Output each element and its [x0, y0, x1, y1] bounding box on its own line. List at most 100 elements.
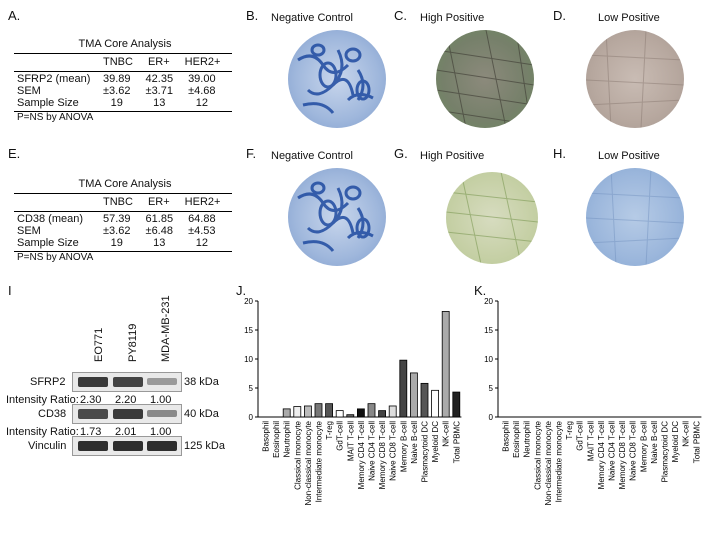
- table-cell: SFRP2 (mean): [17, 73, 91, 85]
- table-cell: 12: [195, 97, 208, 109]
- table-cell: 64.88: [188, 213, 216, 225]
- y-tick-label: 10: [484, 355, 493, 364]
- table-row: CD38 (mean) 57.39 61.85 64.88: [14, 213, 219, 225]
- blot-strip-sfrp2: [72, 372, 182, 392]
- blot-size-sfrp2: 38 kDa: [184, 376, 219, 388]
- image-title-b: Negative Control: [271, 12, 353, 24]
- table-cell: 13: [153, 237, 166, 249]
- x-tick-label: Naive CD4 T-cell: [368, 421, 377, 481]
- image-title-h: Low Positive: [598, 150, 660, 162]
- table-cell: Sample Size: [17, 97, 79, 109]
- y-tick-label: 10: [244, 355, 253, 364]
- intensity-ratio-value: 2.01: [115, 426, 137, 438]
- table-row: SFRP2 (mean) 39.89 42.35 39.00: [14, 73, 219, 85]
- bar: [409, 372, 418, 418]
- panel-label-f: F.: [246, 146, 257, 161]
- bar: [388, 405, 397, 418]
- y-tick-label: 0: [489, 413, 494, 422]
- x-tick-label: Basophil: [502, 421, 511, 452]
- chart-k: 0 5 10 15 20 Basophil Eosinophil Neutrophil Clas…: [484, 297, 702, 505]
- x-tick-label: Memory B-cell: [639, 421, 648, 472]
- table-cell: ±6.48: [145, 225, 173, 237]
- table-row: Sample Size 19 13 12: [14, 237, 219, 249]
- x-tick-label: Neutrophil: [283, 421, 292, 458]
- x-tick-label: Non-classical monocyte: [544, 420, 553, 505]
- table-header: TNBC: [103, 196, 133, 208]
- image-title-f: Negative Control: [271, 150, 353, 162]
- x-tick-label: Memory CD4 T-cell: [357, 421, 366, 490]
- bar: [346, 414, 355, 418]
- table-cell: 57.39: [103, 213, 131, 225]
- blot-size-cd38: 40 kDa: [184, 408, 219, 420]
- bar: [367, 403, 376, 418]
- table-cell: 19: [110, 237, 123, 249]
- high-positive-core-image: [436, 30, 534, 128]
- table-cell: 39.00: [188, 73, 216, 85]
- x-tick-label: Myeloid DC: [431, 421, 440, 463]
- bar: [293, 406, 302, 418]
- table-cell: 61.85: [145, 213, 174, 225]
- table-row: SEM ±3.62 ±6.48 ±4.53: [14, 225, 219, 237]
- lane-label-py8119: PY8119: [127, 323, 139, 362]
- table-a-title: TMA Core Analysis: [78, 38, 172, 50]
- y-tick-label: 20: [244, 297, 253, 306]
- bar: [357, 408, 365, 418]
- x-tick-label: Memory CD4 T-cell: [597, 421, 606, 490]
- intensity-ratio-value: 2.20: [115, 394, 137, 406]
- bar: [335, 410, 344, 418]
- blot-strip-vinculin: [72, 436, 182, 456]
- table-cell: 19: [110, 97, 123, 109]
- panel-label-c: C.: [394, 8, 407, 23]
- table-cell: 42.35: [145, 73, 174, 85]
- table-cell: 12: [195, 237, 208, 249]
- x-tick-label: Classical monocyte: [533, 420, 542, 489]
- x-tick-label: Naive CD8 T-cell: [629, 421, 638, 481]
- table-row: SEM ±3.62 ±3.71 ±4.68: [14, 85, 219, 97]
- x-tick-label: Memory CD8 T-cell: [378, 421, 387, 490]
- x-tick-label: Eosinophil: [512, 421, 521, 458]
- x-tick-label: T-reg: [325, 421, 334, 440]
- table-header: ER+: [147, 56, 170, 68]
- table-cell: ±3.62: [103, 85, 131, 97]
- panel-label-i: I: [8, 283, 12, 298]
- table-cell: Sample Size: [17, 237, 79, 249]
- bar: [399, 359, 408, 418]
- lane-label-eo771: EO771: [93, 327, 105, 362]
- table-header: HER2+: [184, 56, 221, 68]
- x-tick-label: Intermediate monocyte: [315, 420, 324, 502]
- bar: [441, 311, 450, 418]
- y-tick-label: 0: [249, 413, 254, 422]
- panel-label-h: H.: [553, 146, 566, 161]
- x-tick-label: Classical monocyte: [293, 420, 302, 489]
- low-positive-core-image: [586, 30, 684, 128]
- bar: [378, 410, 387, 418]
- blot-label-sfrp2: SFRP2: [30, 376, 66, 388]
- image-title-c: High Positive: [420, 12, 485, 24]
- table-cell: ±4.68: [188, 85, 216, 97]
- panel-label-b: B.: [246, 8, 259, 23]
- table-cell: 13: [153, 97, 166, 109]
- intensity-ratio-value: 2.30: [80, 394, 102, 406]
- table-row: TNBC ER+ HER2+: [14, 196, 223, 208]
- x-tick-label: Plasmacytoid DC: [421, 421, 430, 483]
- table-a-body: SFRP2 (mean) 39.89 42.35 39.00 SEM ±3.62…: [14, 73, 219, 109]
- x-tick-label: Eosinophil: [272, 421, 281, 458]
- blot-strip-cd38: [72, 404, 182, 424]
- panel-label-j: J.: [236, 283, 247, 298]
- table-header: TNBC: [103, 56, 133, 68]
- panel-label-k: K.: [474, 283, 487, 298]
- x-tick-label: GdT-cell: [336, 421, 345, 451]
- intensity-ratio-value: 1.73: [80, 426, 102, 438]
- low-positive-core-image: [586, 168, 684, 266]
- bar: [431, 389, 440, 418]
- high-positive-core-image: [446, 172, 538, 264]
- x-tick-label: Myeloid DC: [671, 421, 680, 463]
- x-tick-label: MAIT T-cell: [346, 421, 355, 461]
- x-tick-label: Memory CD8 T-cell: [618, 421, 627, 490]
- image-title-d: Low Positive: [598, 12, 660, 24]
- x-tick-label: NK-cell: [442, 421, 451, 447]
- bar: [325, 403, 333, 418]
- bar: [282, 408, 291, 418]
- negative-control-core-image: [288, 168, 386, 266]
- blot-size-vinculin: 125 kDa: [184, 440, 225, 452]
